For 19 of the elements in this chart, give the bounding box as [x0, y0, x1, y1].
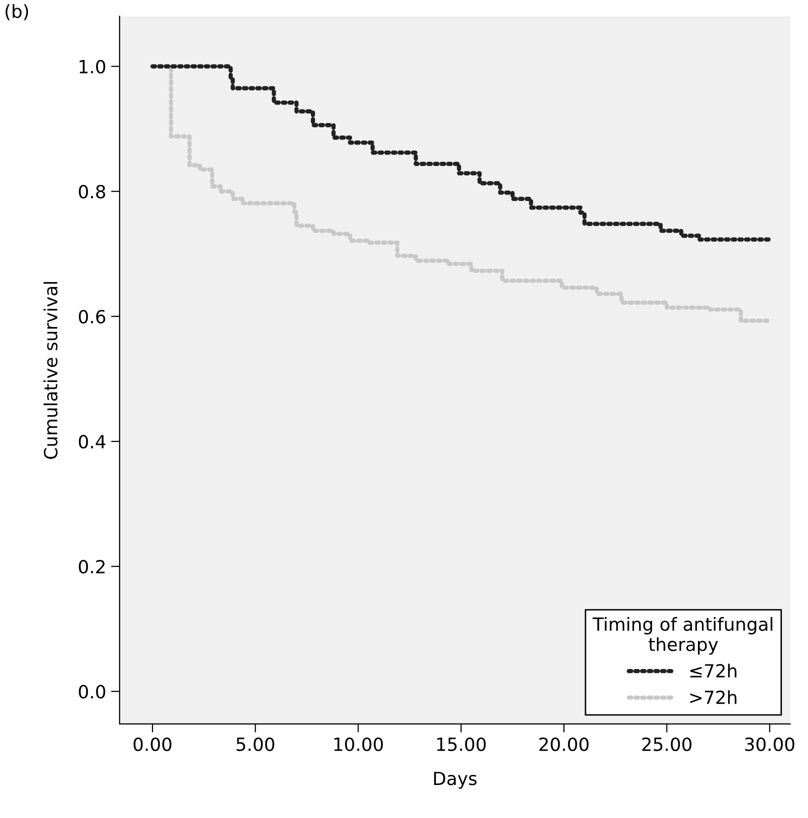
y-tick-label: 0.0	[78, 684, 106, 699]
x-tick-label: 0.00	[134, 737, 172, 752]
y-tick-label: 0.4	[78, 434, 106, 449]
y-tick-label: 0.6	[78, 310, 106, 324]
y-axis-title: Cumulative survival	[44, 282, 58, 459]
legend-label: ≤72h	[690, 664, 736, 678]
legend-label: >72h	[690, 690, 736, 704]
x-tick-label: 20.00	[539, 737, 589, 752]
y-tick-label: 0.8	[78, 184, 106, 198]
legend-title: Timing of antifungal therapy	[592, 616, 772, 655]
text: (b)	[6, 4, 28, 20]
y-tick-label: 1.0	[80, 60, 106, 74]
x-axis-title: Days	[434, 772, 477, 789]
x-tick-label: 15.00	[437, 737, 486, 752]
x-tick-label: 5.00	[236, 737, 274, 752]
x-tick-label: 30.00	[745, 737, 794, 752]
x-tick-label: 25.00	[642, 737, 692, 752]
x-tick-label: 10.00	[334, 737, 383, 752]
y-tick-label: 0.2	[78, 560, 105, 574]
